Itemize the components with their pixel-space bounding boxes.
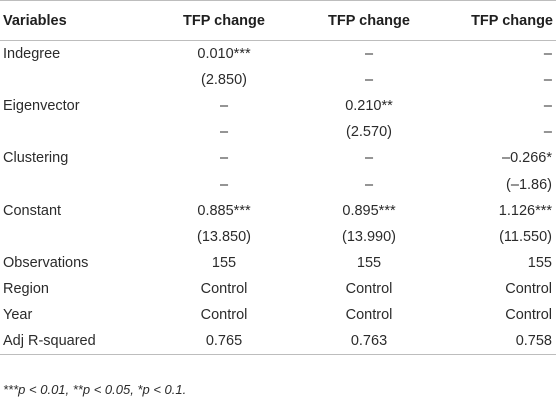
cell-value: Control [200,281,248,298]
cell-value: 155 [356,255,382,272]
cell-value: Control [345,307,393,324]
cell-value: – [543,124,552,141]
table-row: (13.850) (13.990) (11.550) [0,224,556,250]
cell-value: (2.570) [346,124,392,141]
cell-value: – [543,71,552,88]
row-label [0,119,148,145]
cell-value: 0.763 [300,328,438,356]
row-label: Eigenvector [3,97,80,114]
row-label: Indegree [3,45,61,62]
table-row: – – (–1.86) [0,171,556,197]
row-label: Observations [3,255,89,272]
cell-value: – [219,97,229,114]
table-row: Adj R-squared 0.765 0.763 0.758 [0,328,556,356]
cell-value: 0.758 [438,328,556,356]
row-label [0,171,148,197]
cell-value: (2.850) [201,71,247,88]
table-row: Year Control Control Control [0,302,556,328]
table-row: Clustering – – –0.266* [0,145,556,171]
cell-value: 0.765 [148,328,300,356]
row-label: Constant [3,202,62,219]
cell-value: –0.266* [502,150,552,167]
table-row: Indegree 0.010*** – – [0,41,556,67]
cell-value: – [219,176,229,193]
cell-value: – [219,150,229,167]
cell-value: – [364,45,374,62]
cell-value: (11.550) [499,228,552,245]
cell-value: Control [200,307,248,324]
row-label: Adj R-squared [0,328,148,356]
cell-value: – [219,124,229,141]
cell-value: (13.850) [196,228,251,245]
cell-value: 1.126*** [498,202,552,219]
cell-value: – [543,97,552,114]
row-label: Clustering [3,150,69,167]
row-label [0,67,148,93]
cell-value: – [364,150,374,167]
header-variables: Variables [0,0,148,41]
table-row: (2.850) – – [0,67,556,93]
table-row: Constant 0.885*** 0.895*** 1.126*** [0,198,556,224]
row-label: Year [3,307,33,324]
cell-value: 0.010*** [197,45,251,62]
table-row: Region Control Control Control [0,276,556,302]
significance-footnote: ***p < 0.01, **p < 0.05, *p < 0.1. [3,382,187,397]
cell-value: – [543,45,552,62]
regression-table: Variables TFP change TFP change TFP chan… [0,0,556,356]
cell-value: – [364,71,374,88]
cell-value: Control [345,281,393,298]
row-label: Region [3,281,49,298]
header-model-3: TFP change [438,0,556,41]
cell-value: 0.210** [345,97,393,114]
cell-value: (13.990) [341,228,396,245]
row-label [0,224,148,250]
cell-value: Control [505,281,552,298]
table-row: Eigenvector – 0.210** – [0,93,556,119]
cell-value: 155 [211,255,237,272]
header-model-1: TFP change [148,0,300,41]
cell-value: 0.885*** [197,202,251,219]
table-row: – (2.570) – [0,119,556,145]
cell-value: Control [505,307,552,324]
cell-value: 155 [527,255,552,272]
header-model-2: TFP change [300,0,438,41]
cell-value: 0.895*** [342,202,396,219]
table-header-row: Variables TFP change TFP change TFP chan… [0,0,556,41]
cell-value: – [364,176,374,193]
cell-value: (–1.86) [506,176,552,193]
table-row: Observations 155 155 155 [0,250,556,276]
